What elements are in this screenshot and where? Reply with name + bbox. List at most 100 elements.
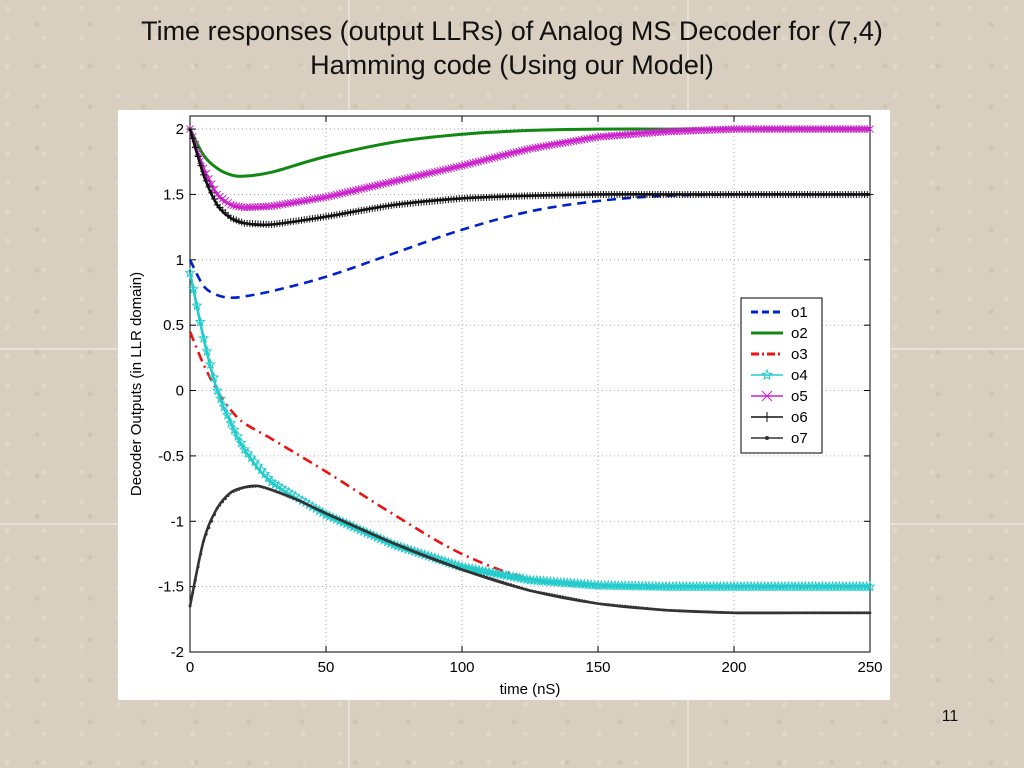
series-marker-o7	[705, 610, 709, 614]
series-marker-o7	[398, 544, 401, 547]
series-marker-o7	[196, 565, 200, 569]
series-marker-o7	[634, 605, 638, 609]
series-marker-o7	[721, 611, 725, 614]
series-marker-o7	[561, 595, 564, 599]
series-marker-o7	[425, 554, 428, 558]
series-marker-o7	[593, 601, 597, 605]
legend-label-o1: o1	[791, 304, 808, 321]
series-marker-o7	[202, 539, 205, 543]
x-tick-label: 0	[186, 659, 194, 676]
series-marker-o7	[422, 553, 426, 557]
series-marker-o7	[264, 486, 268, 490]
series-marker-o7	[534, 590, 537, 593]
series-marker-o7	[240, 486, 244, 490]
series-marker-o7	[297, 499, 301, 502]
series-marker-o7	[452, 565, 456, 568]
series-marker-o7	[324, 512, 328, 515]
series-marker-o7	[800, 611, 804, 615]
series-marker-o7	[449, 564, 453, 567]
series-marker-o7	[757, 611, 760, 615]
legend-label-o4: o4	[791, 367, 808, 384]
legend-label-o6: o6	[791, 409, 808, 426]
series-marker-o7	[588, 600, 592, 604]
series-marker-o7	[379, 536, 382, 539]
series-marker-o7	[727, 611, 730, 614]
series-marker-o7	[759, 611, 763, 615]
series-marker-o7	[392, 542, 396, 545]
x-tick-label: 50	[318, 659, 335, 676]
series-marker-o7	[702, 610, 706, 613]
series-marker-o7	[770, 611, 774, 615]
y-tick-label: -1	[171, 513, 184, 530]
series-marker-o7	[787, 611, 790, 615]
series-marker-o7	[479, 574, 483, 577]
series-marker-o7	[308, 504, 312, 507]
series-marker-o7	[670, 609, 673, 612]
y-axis-label: Decoder Outputs (in LLR domain)	[128, 272, 145, 496]
series-marker-o7	[332, 515, 336, 519]
series-marker-o7	[830, 611, 834, 615]
series-marker-o7	[283, 493, 287, 497]
x-axis-label: time (nS)	[500, 681, 561, 698]
series-marker-o7	[855, 611, 858, 615]
series-line-o5	[188, 127, 870, 209]
series-marker-o7	[784, 611, 788, 615]
series-marker-o7	[729, 611, 733, 615]
series-marker-o7	[675, 609, 679, 612]
series-marker-o7	[463, 569, 467, 572]
series-marker-o7	[852, 611, 856, 615]
series-o7	[188, 484, 872, 615]
series-marker-o7	[501, 580, 505, 584]
series-markers-o6	[186, 125, 874, 229]
series-marker-o7	[270, 488, 273, 492]
series-marker-o7	[493, 578, 496, 582]
series-marker-o7	[517, 585, 521, 589]
series-marker-o7	[645, 606, 649, 610]
series-marker-o7	[686, 609, 690, 613]
series-marker-o7	[302, 501, 306, 505]
series-marker-o7	[496, 579, 499, 582]
legend-marker-o5	[761, 390, 773, 402]
series-marker-o7	[327, 513, 331, 516]
series-marker-o7	[531, 589, 535, 593]
series-marker-o7	[395, 543, 399, 546]
series-marker-o7	[191, 591, 195, 595]
series-marker-o7	[746, 611, 749, 615]
series-marker-o7	[572, 597, 575, 601]
series-marker-o7	[599, 602, 603, 606]
series-marker-o7	[811, 611, 815, 615]
series-marker-o7	[542, 591, 545, 595]
series-marker-o7	[520, 586, 524, 590]
series-marker-o7	[406, 547, 409, 551]
series-marker-o7	[490, 577, 494, 581]
series-marker-o7	[498, 580, 502, 583]
series-marker-o7	[621, 604, 624, 608]
series-o6	[186, 125, 874, 229]
series-marker-o7	[321, 510, 325, 514]
legend-label-o7: o7	[791, 430, 808, 447]
series-marker-o7	[555, 594, 559, 598]
series-marker-o7	[528, 589, 532, 592]
series-marker-o7	[716, 610, 720, 614]
series-marker-o7	[841, 611, 845, 615]
series-marker-o7	[863, 611, 866, 615]
series-marker-o7	[865, 611, 869, 615]
series-marker-o7	[199, 552, 203, 556]
series-marker-o7	[558, 594, 562, 598]
legend-marker-o7	[765, 436, 769, 440]
series-marker-o7	[678, 609, 681, 613]
series-marker-o7	[789, 611, 793, 615]
series-marker-o7	[547, 592, 551, 596]
series-marker-o7	[691, 609, 695, 613]
series-marker-o7	[667, 608, 671, 612]
series-marker-o7	[455, 566, 458, 569]
series-marker-o7	[256, 484, 260, 488]
series-marker-o7	[719, 610, 722, 614]
series-marker-o7	[792, 611, 796, 615]
series-marker-o7	[389, 540, 393, 544]
series-marker-o7	[294, 497, 298, 501]
series-marker-o7	[664, 608, 668, 612]
series-marker-o7	[564, 596, 567, 599]
series-marker-o7	[536, 590, 540, 594]
legend: o1 o2 o3 o4 o5 o6 o7	[740, 297, 823, 454]
